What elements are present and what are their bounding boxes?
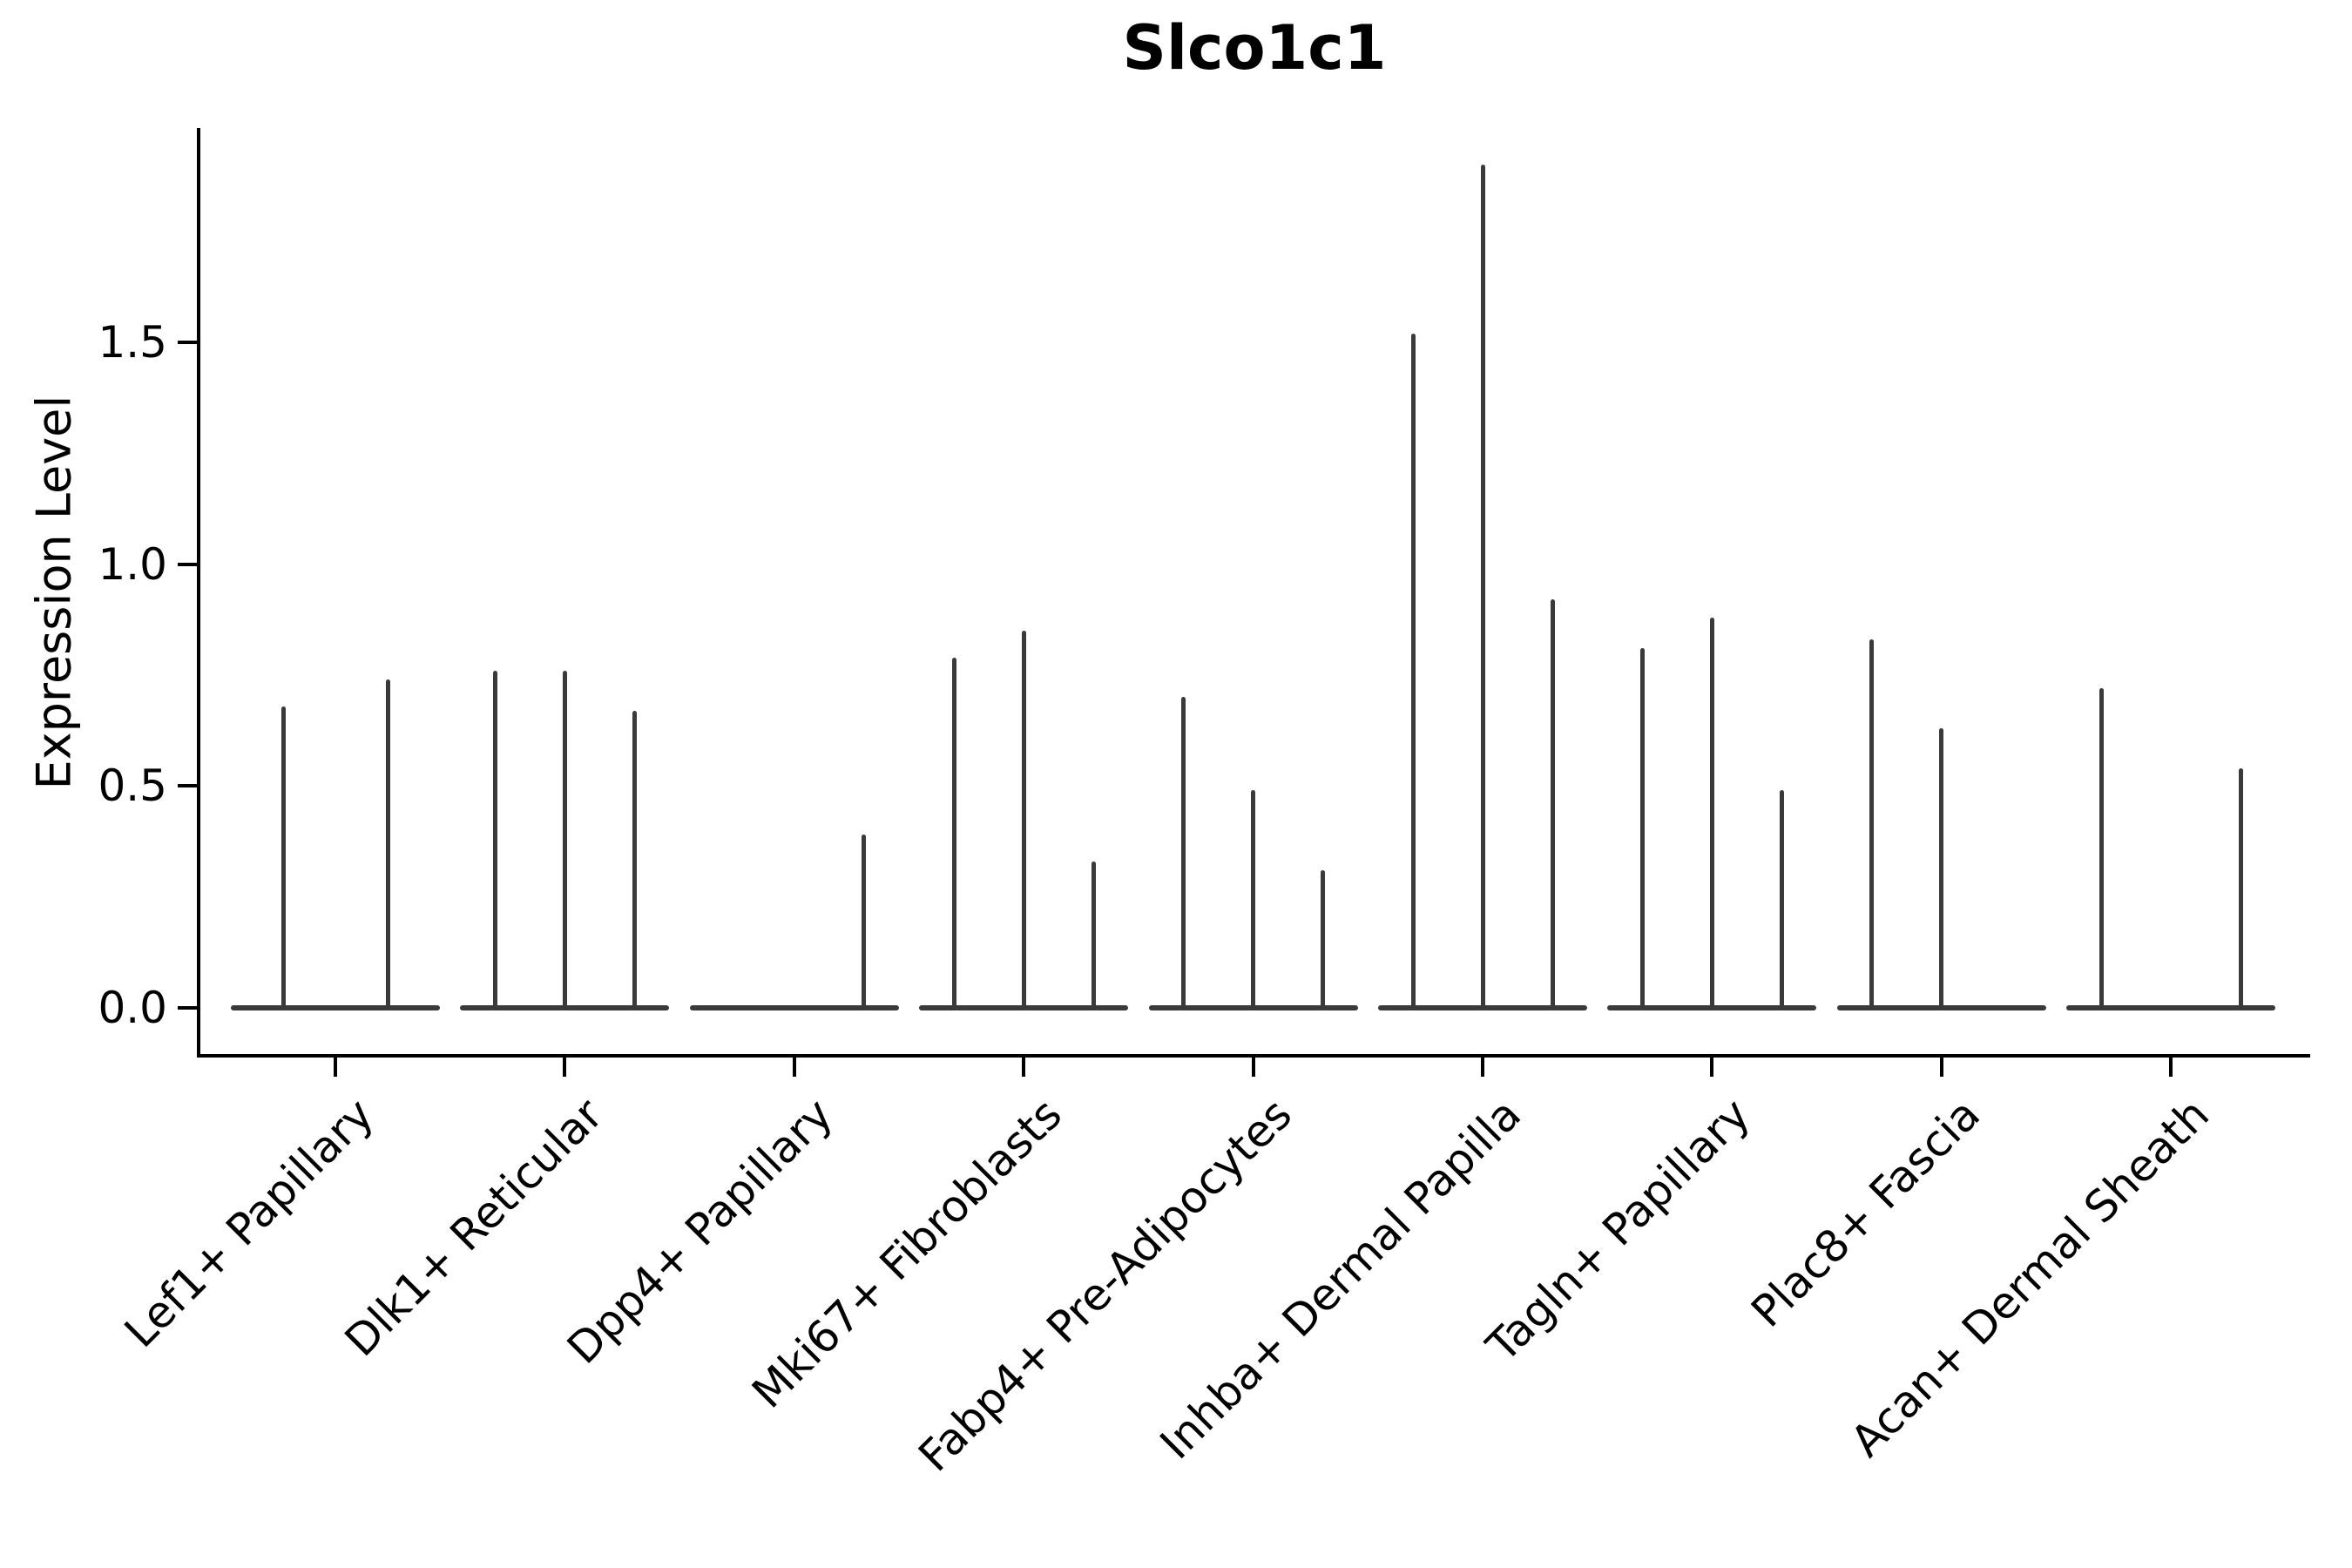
violin-spike	[1410, 333, 1416, 1008]
violin-spike	[1181, 697, 1186, 1008]
x-tick	[2169, 1058, 2173, 1077]
x-tick	[1251, 1058, 1255, 1077]
x-axis-spine	[197, 1054, 2310, 1058]
violin-baseline	[919, 1005, 1129, 1010]
violin-spike	[1021, 631, 1026, 1008]
x-tick-label: Fabp4+ Pre-Adipocytes	[909, 1089, 1301, 1482]
y-tick-label: 1.0	[98, 538, 167, 590]
x-tick	[334, 1058, 337, 1077]
violin-spike	[1779, 790, 1784, 1008]
x-tick	[1022, 1058, 1026, 1077]
y-tick-label: 0.5	[98, 760, 167, 812]
chart-title: Slco1c1	[1122, 12, 1387, 84]
violin-spike	[1321, 870, 1326, 1008]
violin-spike	[1251, 790, 1256, 1008]
y-axis-label: Expression Level	[26, 395, 82, 790]
violin-spike	[1939, 728, 1944, 1008]
violin-spike	[1480, 165, 1485, 1008]
violin-spike	[2099, 688, 2104, 1008]
violin-baseline	[689, 1005, 899, 1010]
y-tick	[178, 1006, 197, 1010]
violin-spike	[562, 670, 567, 1008]
x-tick	[792, 1058, 796, 1077]
violin-spike	[1709, 617, 1714, 1008]
violin-spike	[1091, 861, 1096, 1008]
violin-spike	[1869, 639, 1875, 1008]
y-tick	[178, 562, 197, 566]
y-axis-spine	[197, 128, 200, 1058]
violin-baseline	[460, 1005, 670, 1010]
violin-baseline	[1607, 1005, 1817, 1010]
y-tick-label: 1.5	[98, 317, 167, 368]
violin-baseline	[1148, 1005, 1358, 1010]
violin-spike	[280, 706, 286, 1008]
violin-spike	[492, 670, 497, 1008]
x-tick	[1939, 1058, 1943, 1077]
y-tick	[178, 341, 197, 345]
violin-spike	[632, 710, 637, 1008]
violin-spike	[1639, 648, 1645, 1008]
x-tick	[1710, 1058, 1714, 1077]
violin-spike	[2238, 767, 2243, 1008]
violin-baseline	[2066, 1005, 2276, 1010]
violin-spike	[951, 657, 956, 1008]
y-tick	[178, 784, 197, 788]
x-tick-label: Lef1+ Papillary	[114, 1089, 384, 1358]
x-tick	[563, 1058, 567, 1077]
violin-spike	[385, 679, 390, 1008]
x-tick-label: Plac8+ Fascia	[1741, 1089, 1990, 1337]
x-tick	[1481, 1058, 1484, 1077]
violin-spike	[862, 835, 867, 1008]
violin-baseline	[231, 1005, 440, 1010]
violin-baseline	[1836, 1005, 2046, 1010]
violin-baseline	[1378, 1005, 1587, 1010]
violin-spike	[1550, 599, 1555, 1008]
y-tick-label: 0.0	[98, 983, 167, 1033]
